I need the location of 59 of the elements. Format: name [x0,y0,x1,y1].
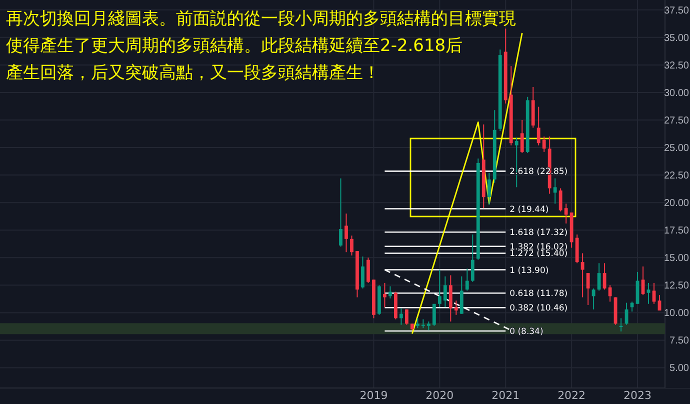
candlestick [646,282,650,304]
y-tick-label: 30.00 [664,88,690,99]
ref-line-label: 1.618 (17.32) [510,228,568,238]
candlestick [553,178,557,204]
candlestick [597,262,601,292]
x-tick-label: 2020 [426,389,454,402]
candlestick [366,257,370,284]
candlestick [564,203,568,224]
y-tick-label: 25.00 [664,143,690,154]
y-tick-label: 32.50 [664,60,690,72]
ref-line-label: 2 (19.44) [510,204,549,215]
candlestick [388,286,392,299]
y-tick-label: 12.50 [664,280,690,292]
candlestick [454,300,458,316]
candlestick [487,172,491,206]
text: 再次切換回月綫圖表。前面説的從一段小周期的多頭結構的目標實現 [6,8,516,31]
ref-line-label: 0.618 (11.78) [510,289,568,300]
annotation: 產生回落，后又突破高點，又一段多頭結構產生！ [6,62,381,85]
y-tick-label: 5.00 [670,363,690,374]
candlestick [586,272,590,306]
x-tick-label: 2019 [360,389,388,402]
y-tick-label: 20.00 [664,198,690,210]
text: 使得產生了更大周期的多頭結構。此段結構延續至2-2.618后 [6,35,464,58]
candlestick [399,308,403,326]
ref-line-label: 0 (8.34) [510,326,544,337]
y-tick-label: 35.00 [664,32,690,44]
y-tick-label: 10.00 [664,308,690,320]
candlestick [470,234,474,282]
candlestick [592,288,596,310]
candlestick [438,269,442,308]
candlestick [520,120,524,154]
candlestick [344,213,348,253]
candlestick [542,136,546,152]
candlestick [404,308,408,326]
candlestick [448,274,452,322]
candlestick [443,276,447,308]
x-tick-label: 2022 [558,389,586,402]
candlestick [465,268,469,292]
candlestick [432,303,436,326]
ref-line-label: 1 (13.90) [510,266,549,276]
y-tick-label: 15.00 [664,253,690,264]
y-tick-label: 22.50 [664,170,690,182]
y-tick-label: 17.50 [664,226,690,237]
y-tick-label: 27.50 [664,116,690,127]
candlestick [339,178,342,248]
candlestick [361,256,364,289]
candlestick [350,235,354,256]
candlestick [460,276,464,314]
candlestick [536,106,540,146]
candlestick [580,252,584,298]
x-tick-label: 2023 [624,389,652,402]
candlestick [383,282,386,308]
y-tick-label: 37.50 [664,5,690,16]
candlestick [416,318,420,329]
candlestick [558,188,562,212]
x-tick-label: 2021 [492,389,520,402]
y-tick-label: 7.50 [670,336,690,347]
ref-line-label: 0.382 (10.46) [510,304,568,314]
ref-line-label: 1.272 (15.40) [510,249,568,260]
